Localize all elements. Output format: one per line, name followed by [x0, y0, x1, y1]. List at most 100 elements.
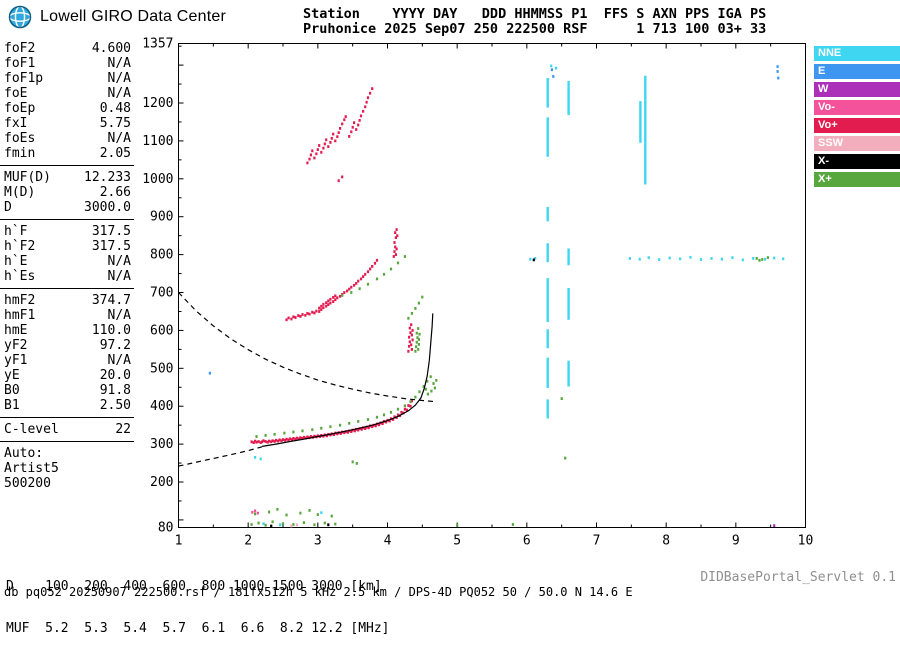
- param-row-h`Es: h`Es N/A: [4, 269, 131, 284]
- param-label: h`Es: [4, 269, 36, 284]
- param-value: 4.600: [91, 41, 131, 56]
- x-tick-label: 8: [662, 534, 670, 549]
- param-row-foEs: foEs N/A: [4, 131, 131, 146]
- param-label: foF2: [4, 41, 36, 56]
- param-row-foEp: foEp 0.48: [4, 101, 131, 116]
- plot-frame: [178, 43, 806, 528]
- y-tick-label: 800: [150, 248, 173, 263]
- series-W: [773, 524, 776, 527]
- param-value: 22: [115, 422, 131, 437]
- series-X+: [250, 255, 769, 527]
- param-row-h`F: h`F 317.5: [4, 224, 131, 239]
- giro-logo: Lowell GIRO Data Center: [8, 5, 226, 29]
- param-value: N/A: [107, 308, 131, 323]
- param-divider: [0, 288, 134, 289]
- param-label: yF2: [4, 338, 28, 353]
- param-row-B0: B0 91.8: [4, 383, 131, 398]
- param-row-B1: B1 2.50: [4, 398, 131, 413]
- y-tick-label: 80: [158, 521, 174, 536]
- x-tick-label: 1: [175, 534, 183, 549]
- param-label: hmF1: [4, 308, 36, 323]
- param-label: foF1p: [4, 71, 44, 86]
- muf-transmission-curve: [178, 292, 437, 403]
- watermark: DIDBasePortal_Servlet 0.1: [700, 570, 896, 585]
- param-row-D: D 3000.0: [4, 200, 131, 215]
- param-label: B0: [4, 383, 20, 398]
- param-value: 317.5: [91, 239, 131, 254]
- param-row-hmE: hmE 110.0: [4, 323, 131, 338]
- param-row-yF1: yF1 N/A: [4, 353, 131, 368]
- x-tick-label: 3: [314, 534, 322, 549]
- param-label: fmin: [4, 146, 36, 161]
- param-label: M(D): [4, 185, 36, 200]
- param-label: B1: [4, 398, 20, 413]
- param-divider: [0, 417, 134, 418]
- param-row-foF1p: foF1p N/A: [4, 71, 131, 86]
- y-tick-label: 1200: [142, 96, 173, 111]
- param-value: 110.0: [91, 323, 131, 338]
- series-NNE: [254, 64, 785, 527]
- y-tick-label: 600: [150, 323, 173, 338]
- y-tick-label: 1100: [142, 134, 173, 149]
- y-tick-label: 300: [150, 437, 173, 452]
- legend-item-SSW: SSW: [814, 136, 900, 151]
- param-label: D: [4, 200, 12, 215]
- param-label: foEp: [4, 101, 36, 116]
- param-divider: [0, 165, 134, 166]
- param-value: 2.50: [99, 398, 131, 413]
- param-label: h`F2: [4, 239, 36, 254]
- param-row-foF1: foF1 N/A: [4, 56, 131, 71]
- y-tick-label: 700: [150, 286, 173, 301]
- auto-line: Auto:: [4, 446, 44, 461]
- legend-item-E: E: [814, 64, 900, 79]
- param-label: MUF(D): [4, 170, 51, 185]
- param-value: 3000.0: [84, 200, 131, 215]
- param-label: foF1: [4, 56, 36, 71]
- param-row-hmF2: hmF2 374.7: [4, 293, 131, 308]
- param-value: N/A: [107, 131, 131, 146]
- legend-item-Vo+: Vo+: [814, 118, 900, 133]
- trace-extrapolation-curve: [178, 446, 263, 467]
- legend-item-X-: X-: [814, 154, 900, 169]
- param-label: fxI: [4, 116, 28, 131]
- x-tick-label: 7: [593, 534, 601, 549]
- param-row-h`E: h`E N/A: [4, 254, 131, 269]
- strip-column-NNE: [567, 81, 570, 387]
- y-tick-label: 1000: [142, 172, 173, 187]
- ionogram-plot: 1 2 3 4 5 6 7 8 9 10 1357 1200 1100 1000 900 800 700 600 5…: [142, 37, 814, 549]
- legend-item-NNE: NNE: [814, 46, 900, 61]
- param-value: 374.7: [91, 293, 131, 308]
- series-X-: [270, 258, 535, 528]
- station-header-line1: Station YYYY DAY DDD HHMMSS P1 FFS S AXN…: [303, 6, 767, 22]
- param-row-fxI: fxI 5.75: [4, 116, 131, 131]
- series-Vo-: [251, 509, 259, 515]
- param-label: C-level: [4, 422, 59, 437]
- param-label: foEs: [4, 131, 36, 146]
- auto-line: 500200: [4, 476, 51, 491]
- param-value: 12.233: [84, 170, 131, 185]
- y-tick-label: 400: [150, 399, 173, 414]
- param-row-yE: yE 20.0: [4, 368, 131, 383]
- x-tick-label: 4: [384, 534, 392, 549]
- param-row-foE: foE N/A: [4, 86, 131, 101]
- y-tick-label: 1357: [142, 37, 173, 52]
- param-value: N/A: [107, 353, 131, 368]
- x-tick-label: 10: [798, 534, 814, 549]
- legend: NNE E W Vo- Vo+ SSW X- X+: [814, 46, 900, 190]
- param-value: 2.05: [99, 146, 131, 161]
- param-label: foE: [4, 86, 28, 101]
- x-tick-label: 5: [453, 534, 461, 549]
- fitted-trace-curve: [262, 313, 434, 447]
- legend-item-X+: X+: [814, 172, 900, 187]
- strip-column-NNE: [644, 75, 647, 185]
- param-row-C-level: C-level 22: [4, 422, 131, 437]
- station-header-line2: Pruhonice 2025 Sep07 250 222500 RSF 1 71…: [303, 21, 767, 37]
- param-label: h`E: [4, 254, 28, 269]
- param-label: hmF2: [4, 293, 36, 308]
- param-label: yE: [4, 368, 20, 383]
- param-row-yF2: yF2 97.2: [4, 338, 131, 353]
- param-row-foF2: foF2 4.600: [4, 41, 131, 56]
- param-divider: [0, 219, 134, 220]
- param-value: 97.2: [99, 338, 131, 353]
- status-line: db pq052 20250907 222500.rsf / 181fx512h…: [4, 585, 633, 599]
